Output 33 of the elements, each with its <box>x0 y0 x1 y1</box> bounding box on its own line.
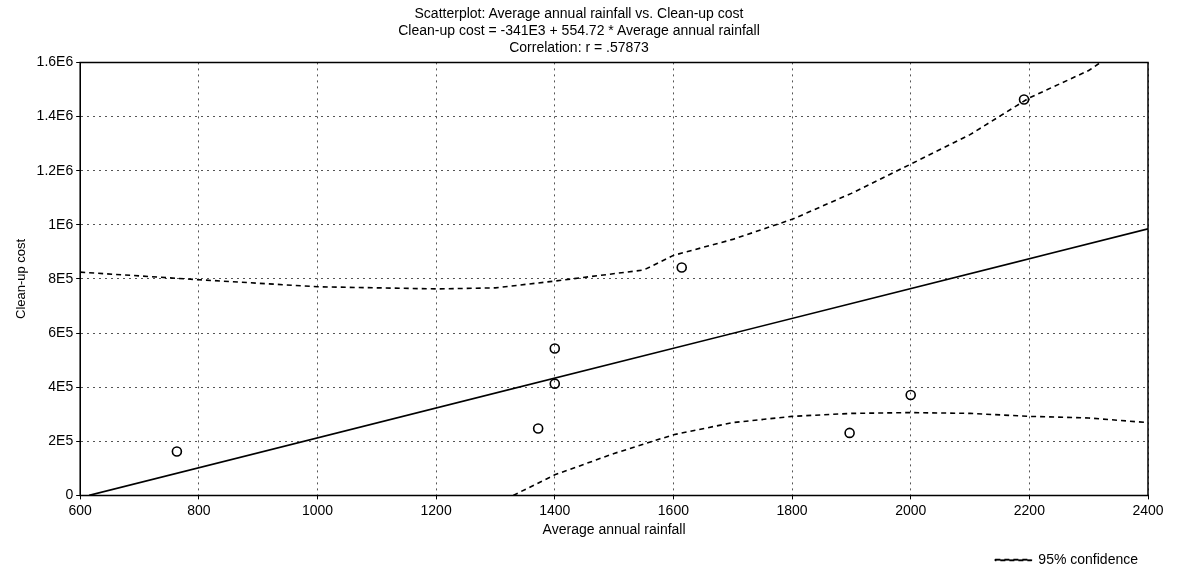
y-axis-title: Clean-up cost <box>13 238 29 320</box>
x-tick-label: 1600 <box>657 501 690 518</box>
y-tick-label: 2E5 <box>48 432 74 449</box>
point <box>549 343 561 354</box>
y-tick-label: 1.6E6 <box>36 53 74 70</box>
point <box>905 389 917 401</box>
x-tick-label: 1400 <box>539 501 571 518</box>
point <box>171 446 183 457</box>
point <box>1018 94 1030 105</box>
x-tick-label: 2200 <box>1013 501 1046 518</box>
x-tick-label: 2000 <box>895 501 927 518</box>
x-axis-title: Average annual rainfall <box>542 521 686 538</box>
x-tick-label: 1800 <box>776 501 808 518</box>
y-tick-label: 1.4E6 <box>36 107 74 124</box>
y-tick-label: 6E5 <box>48 323 74 340</box>
chart-subtitle: Clean-up cost = -341E3 + 554.72 * Average annual rainfall <box>398 22 760 39</box>
point <box>549 378 561 389</box>
point <box>844 427 855 439</box>
y-tick-label: 4E5 <box>48 378 74 395</box>
y-tick-label: 1.2E6 <box>36 161 74 178</box>
y-tick-label: 1E6 <box>48 215 74 232</box>
text: Correlation: r = .57873 <box>509 38 650 55</box>
point <box>676 262 688 273</box>
legend-label: 95% confidence <box>1038 550 1139 567</box>
x-tick-label: 1000 <box>301 501 334 518</box>
x-tick-label: 600 <box>68 501 93 518</box>
chart-title: Scatterplot: Average annual rainfall vs. Clean-up cost <box>414 5 744 22</box>
point <box>532 423 544 434</box>
y-tick-label: 8E5 <box>48 269 74 286</box>
y-tick-label: 0 <box>65 486 74 503</box>
x-tick-label: 800 <box>187 501 211 518</box>
x-tick-label: 2400 <box>1132 501 1164 518</box>
x-tick-label: 1200 <box>420 501 452 518</box>
